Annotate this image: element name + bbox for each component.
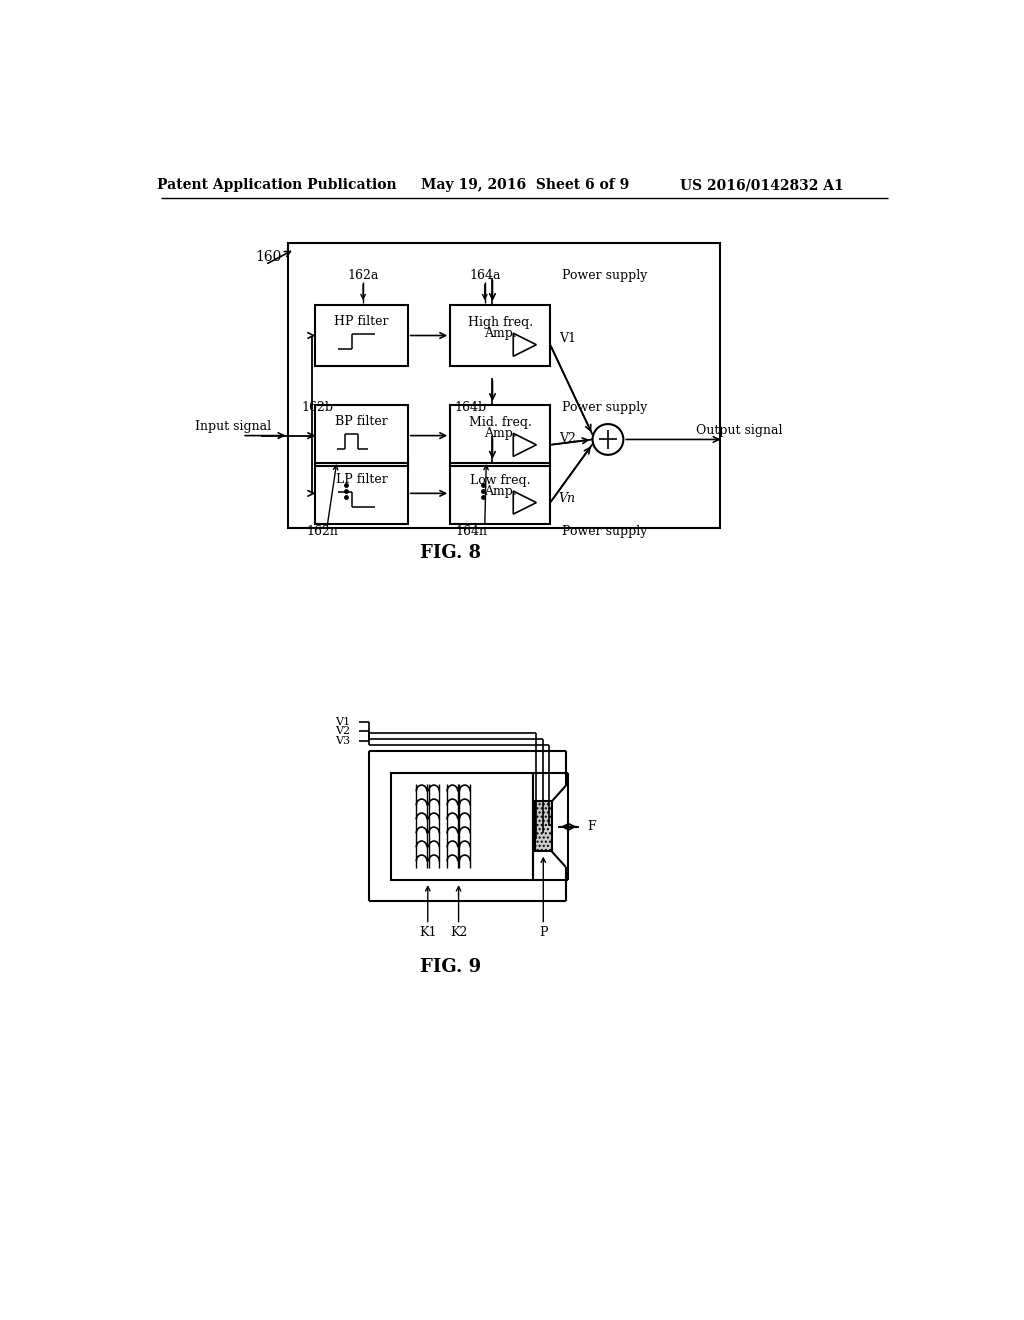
Text: V1: V1 — [559, 333, 575, 345]
Bar — [535, 801, 552, 851]
Text: BP filter: BP filter — [335, 416, 388, 428]
Text: May 19, 2016  Sheet 6 of 9: May 19, 2016 Sheet 6 of 9 — [421, 178, 629, 193]
Text: 164b: 164b — [454, 400, 486, 413]
Bar — [315, 462, 408, 524]
Bar — [315, 305, 408, 367]
Bar — [451, 405, 550, 466]
Text: FIG. 8: FIG. 8 — [420, 544, 480, 561]
Text: 160: 160 — [255, 249, 282, 264]
Text: LP filter: LP filter — [336, 473, 387, 486]
Text: Mid. freq.: Mid. freq. — [469, 416, 531, 429]
Text: 162n: 162n — [306, 525, 338, 539]
Bar — [289, 243, 720, 528]
Text: High freq.: High freq. — [468, 315, 532, 329]
Text: K2: K2 — [450, 925, 467, 939]
Text: Power supply: Power supply — [562, 525, 647, 539]
Text: HP filter: HP filter — [334, 315, 389, 329]
Text: P: P — [539, 925, 548, 939]
Text: V3: V3 — [335, 735, 350, 746]
Text: Output signal: Output signal — [695, 424, 782, 437]
Text: Vn: Vn — [559, 492, 575, 506]
Bar — [391, 774, 534, 880]
Text: 162a: 162a — [347, 269, 379, 282]
Text: Amp.: Amp. — [483, 326, 516, 339]
Text: 164n: 164n — [456, 525, 487, 539]
Text: V1: V1 — [335, 717, 350, 727]
Text: Patent Application Publication: Patent Application Publication — [157, 178, 396, 193]
Text: Low freq.: Low freq. — [470, 474, 530, 487]
Bar — [451, 462, 550, 524]
Text: Power supply: Power supply — [562, 269, 647, 282]
Text: Amp.: Amp. — [483, 484, 516, 498]
Bar — [451, 305, 550, 367]
Text: K1: K1 — [419, 925, 436, 939]
Text: Input signal: Input signal — [195, 420, 271, 433]
Text: 162b: 162b — [301, 400, 334, 413]
Text: F: F — [587, 820, 596, 833]
Text: Amp.: Amp. — [483, 426, 516, 440]
Text: V2: V2 — [559, 432, 575, 445]
Text: Power supply: Power supply — [562, 400, 647, 413]
Text: US 2016/0142832 A1: US 2016/0142832 A1 — [680, 178, 844, 193]
Text: FIG. 9: FIG. 9 — [420, 958, 480, 975]
Text: V2: V2 — [335, 726, 350, 737]
Text: 164a: 164a — [469, 269, 501, 282]
Bar — [315, 405, 408, 466]
